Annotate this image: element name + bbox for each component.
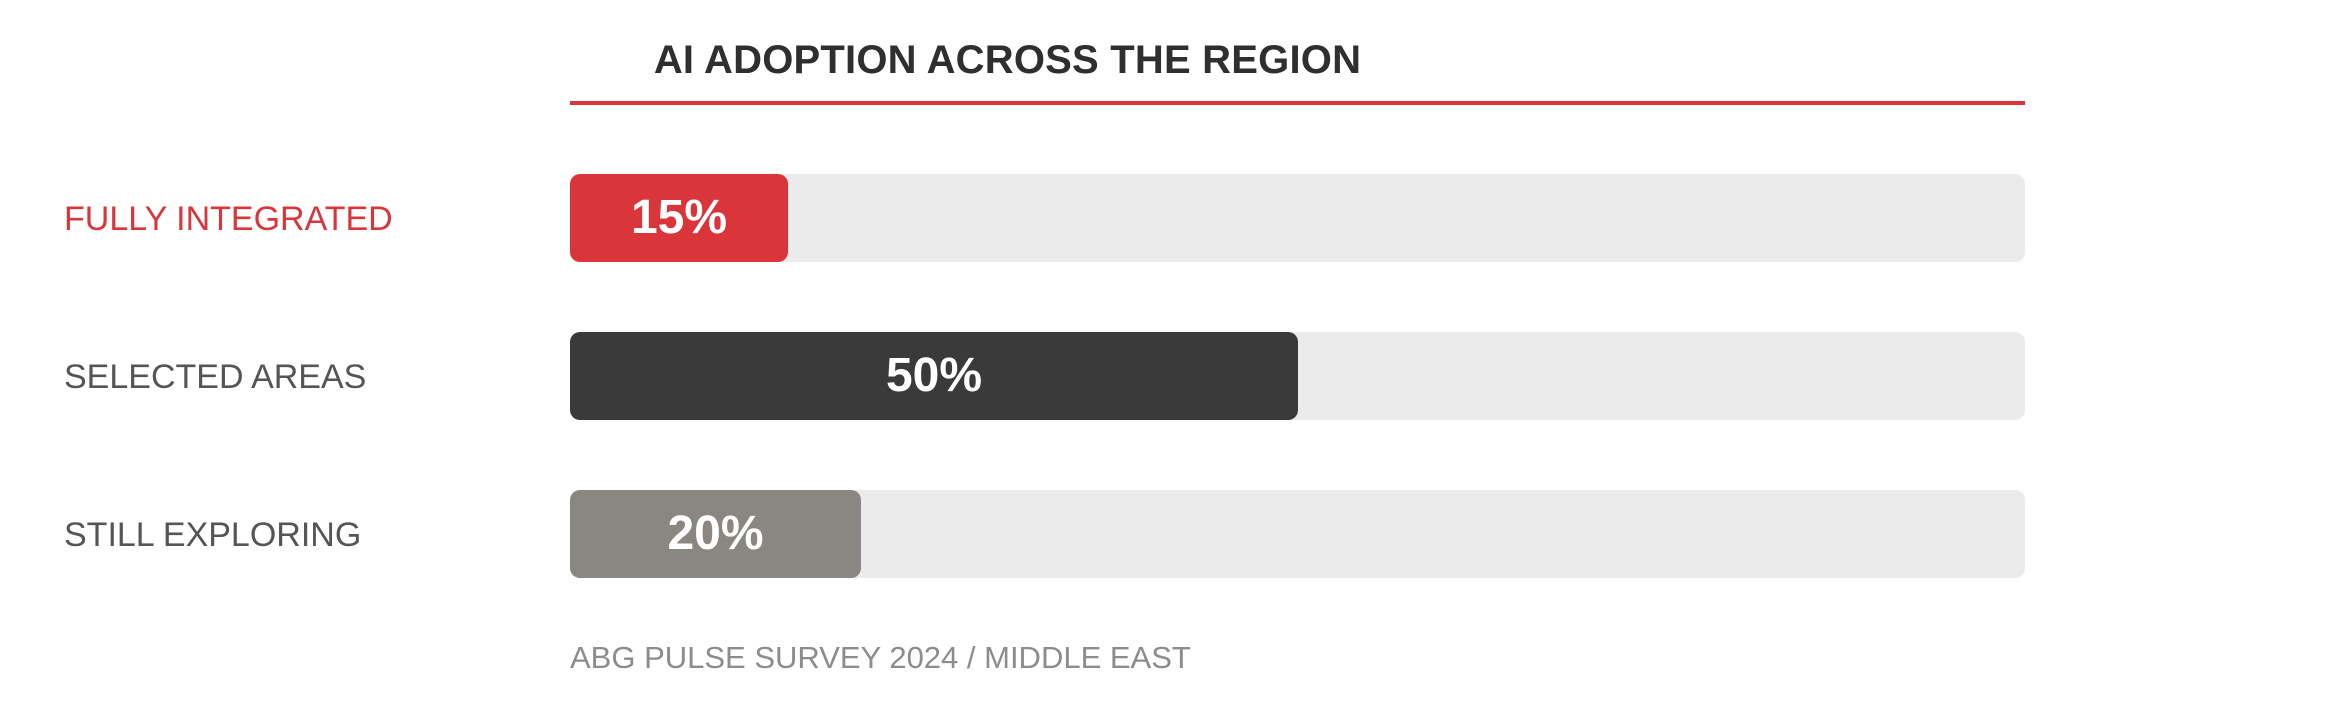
bar-fill [570,174,788,262]
bar-track: 50% [570,332,2025,420]
bar-track: 15% [570,174,2025,262]
value-label: 15% [630,191,728,244]
title-underline [570,101,2025,105]
value-label: 20% [667,507,764,560]
category-label: STILL EXPLORING [64,516,362,554]
category-label: SELECTED AREAS [64,358,367,396]
bar-fill [570,332,1298,420]
category-label: FULLY INTEGRATED [64,200,393,238]
value-label: 50% [885,349,983,402]
chart-title: AI ADOPTION ACROSS THE REGION [653,38,1362,82]
source-note: ABG PULSE SURVEY 2024 / MIDDLE EAST [570,640,1191,675]
bar-track: 20% [570,490,2025,578]
bar-fill [570,490,861,578]
